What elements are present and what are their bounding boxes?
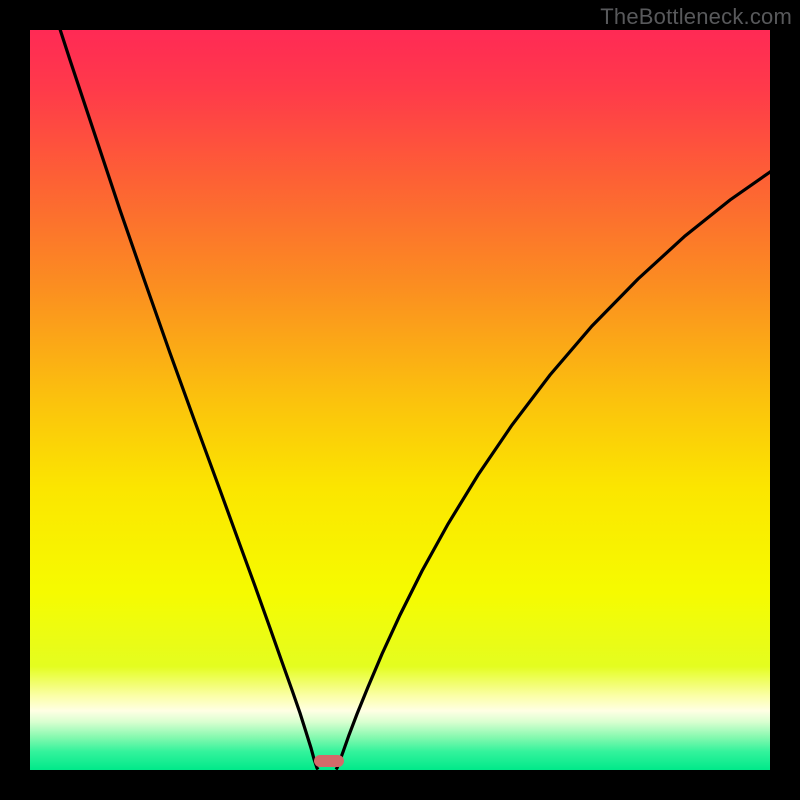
watermark-text: TheBottleneck.com [600,4,792,30]
chart-border [0,0,800,800]
chart-frame: TheBottleneck.com [0,0,800,800]
